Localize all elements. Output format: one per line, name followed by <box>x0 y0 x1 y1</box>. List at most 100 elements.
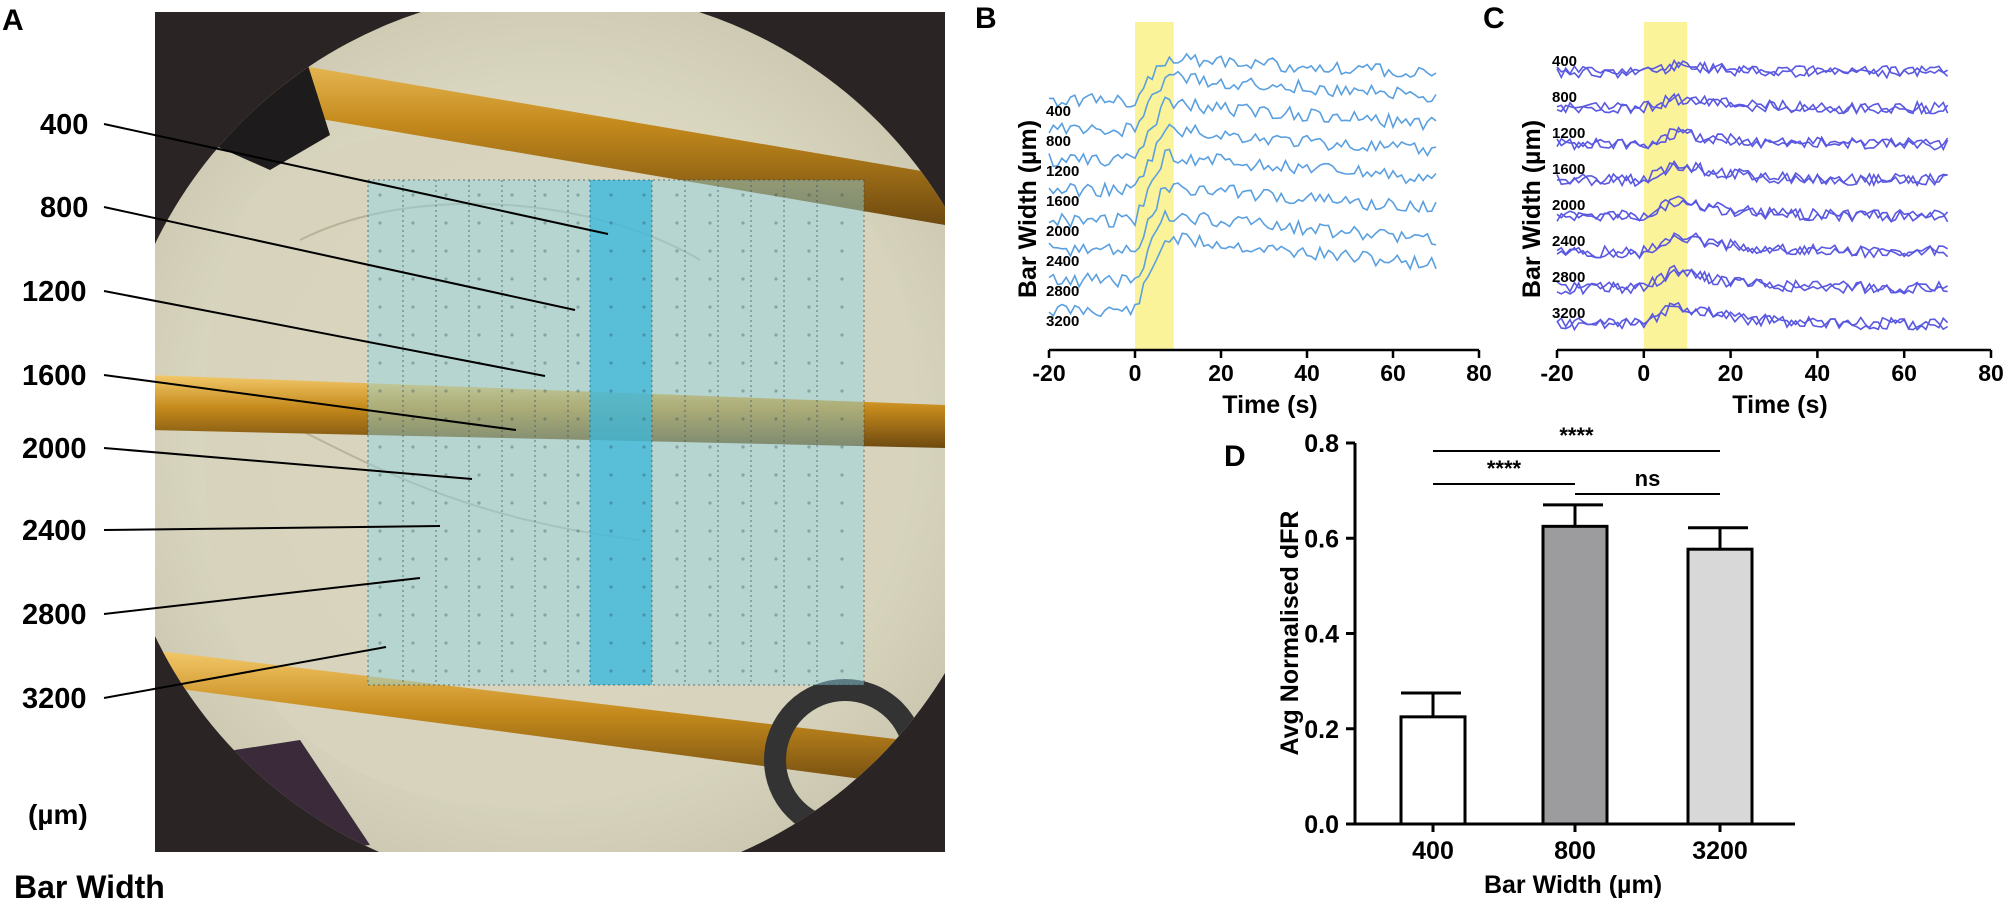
electrode-dot <box>807 193 811 197</box>
trace-2400 <box>1048 182 1437 258</box>
trace-label-800: 800 <box>1046 133 1071 150</box>
electrode-dot <box>741 417 745 421</box>
electrode-dot <box>576 585 580 589</box>
electrode-dot <box>576 361 580 365</box>
trace-label-2400: 2400 <box>1046 253 1079 270</box>
electrode-dot <box>675 641 679 645</box>
electrode-dot <box>675 417 679 421</box>
electrode-dot <box>543 585 547 589</box>
electrode-dot <box>609 557 613 561</box>
electrode-dot <box>411 389 415 393</box>
electrode-dot <box>840 417 844 421</box>
electrode-dot <box>411 221 415 225</box>
electrode-dot <box>774 193 778 197</box>
electrode-dot <box>378 305 382 309</box>
y-tick-label: 0.0 <box>1304 811 1339 839</box>
x-tick-label: 40 <box>1294 360 1320 386</box>
x-tick-label: -20 <box>1540 360 1573 386</box>
electrode-dot <box>675 669 679 673</box>
unit-label: (µm) <box>28 799 88 830</box>
electrode-dot <box>510 249 514 253</box>
trace-2800 <box>1048 208 1437 289</box>
electrode-dot <box>642 501 646 505</box>
electrode-dot <box>510 473 514 477</box>
electrode-dot <box>510 501 514 505</box>
electrode-dot <box>741 613 745 617</box>
leader-line-2800 <box>103 577 421 615</box>
electrode-dot <box>807 557 811 561</box>
electrode-dot <box>675 501 679 505</box>
x-axis-title: Time (s) <box>1732 391 1827 419</box>
electrode-dot <box>675 277 679 281</box>
electrode-dot <box>510 193 514 197</box>
electrode-dot <box>840 669 844 673</box>
electrode-dot <box>444 221 448 225</box>
electrode-dot <box>708 333 712 337</box>
electrode-dot <box>543 613 547 617</box>
electrode-dot <box>609 305 613 309</box>
electrode-dot <box>444 193 448 197</box>
electrode-dot <box>576 277 580 281</box>
electrode-dot <box>741 445 745 449</box>
electrode-dot <box>774 417 778 421</box>
electrode-dot <box>840 249 844 253</box>
stimulus-window <box>1643 22 1688 350</box>
electrode-dot <box>642 249 646 253</box>
electrode-dot <box>609 613 613 617</box>
electrode-dot <box>378 641 382 645</box>
x-tick-label: 80 <box>1978 360 2004 386</box>
electrode-dot <box>642 277 646 281</box>
electrode-dot <box>444 641 448 645</box>
electrode-dot <box>477 641 481 645</box>
electrode-dot <box>444 249 448 253</box>
electrode-dot <box>741 529 745 533</box>
trace-3200 <box>1048 232 1437 318</box>
electrode-dot <box>411 277 415 281</box>
electrode-dot <box>510 389 514 393</box>
electrode-dot <box>378 361 382 365</box>
electrode-dot <box>840 445 844 449</box>
electrode-dot <box>708 641 712 645</box>
electrode-dot <box>576 305 580 309</box>
electrode-dot <box>510 669 514 673</box>
electrode-dot <box>708 417 712 421</box>
y-tick-label: 0.6 <box>1304 525 1339 553</box>
bar-width-label-1600: 1600 <box>22 360 87 392</box>
electrode-dot <box>378 669 382 673</box>
electrode-dot <box>741 361 745 365</box>
electrode-dot <box>378 221 382 225</box>
electrode-dot <box>774 641 778 645</box>
electrode-dot <box>642 333 646 337</box>
bar-width-label-800: 800 <box>40 192 88 224</box>
electrode-dot <box>576 249 580 253</box>
electrode-dot <box>411 193 415 197</box>
electrode-dot <box>378 473 382 477</box>
electrode-dot <box>675 585 679 589</box>
electrode-dot <box>543 333 547 337</box>
electrode-dot <box>444 529 448 533</box>
electrode-dot <box>477 445 481 449</box>
electrode-dot <box>477 193 481 197</box>
electrode-dot <box>741 669 745 673</box>
significance-label: ns <box>1635 466 1661 491</box>
electrode-dot <box>774 557 778 561</box>
electrode-dot <box>840 529 844 533</box>
electrode-dot <box>444 445 448 449</box>
electrode-dot <box>807 249 811 253</box>
x-tick-label: 400 <box>1412 837 1454 865</box>
electrode-dot <box>741 585 745 589</box>
electrode-dot <box>609 529 613 533</box>
electrode-dot <box>741 557 745 561</box>
electrode-dot <box>708 193 712 197</box>
panel-b-chart: 3200 2800 2400 2000 1600 1200 800 400 -20 0 20 40 60… <box>1014 22 1492 419</box>
leader-line-2400 <box>103 525 441 531</box>
electrode-dot <box>708 501 712 505</box>
electrode-dot <box>807 529 811 533</box>
electrode-dot <box>609 277 613 281</box>
electrode-dot <box>642 529 646 533</box>
electrode-dot <box>840 389 844 393</box>
electrode-dot <box>510 641 514 645</box>
electrode-dot <box>510 445 514 449</box>
electrode-dot <box>840 333 844 337</box>
